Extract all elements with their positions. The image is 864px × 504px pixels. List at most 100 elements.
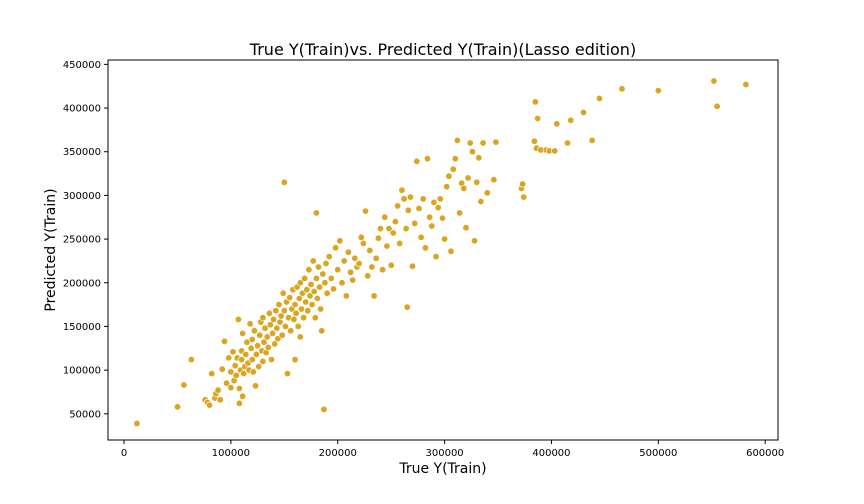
data-point (595, 94, 603, 102)
data-point (280, 307, 288, 315)
data-point (389, 229, 397, 237)
data-point (385, 225, 393, 233)
data-point (234, 315, 242, 323)
data-point (310, 287, 318, 295)
data-point (231, 362, 239, 370)
data-point (490, 176, 498, 184)
data-point (238, 356, 246, 364)
x-tick-label: 0 (121, 448, 127, 459)
data-point (227, 368, 235, 376)
data-point (267, 356, 275, 364)
data-point (432, 253, 440, 261)
data-point (174, 403, 182, 411)
data-point (269, 329, 277, 337)
data-point (579, 108, 587, 116)
y-tick-label: 300000 (63, 191, 101, 202)
data-point (187, 356, 195, 364)
data-point (273, 324, 281, 332)
data-point (654, 87, 662, 95)
y-axis: 50000 100000 150000 200000 250000 300000 35000… (63, 60, 108, 420)
data-point (301, 274, 309, 282)
data-point (434, 204, 442, 212)
data-point (259, 357, 267, 365)
data-point (396, 239, 404, 247)
data-point (322, 259, 330, 267)
data-point (742, 81, 750, 89)
data-point (417, 233, 425, 241)
data-point (466, 139, 474, 147)
data-point (255, 363, 263, 371)
x-tick-label: 200000 (319, 448, 357, 459)
chart-title: True Y(Train)vs. Predicted Y(Train)(Lass… (249, 40, 636, 59)
data-point (355, 259, 363, 267)
plot-area-frame (107, 59, 779, 441)
data-point (248, 335, 256, 343)
data-point (305, 266, 313, 274)
data-point (426, 213, 434, 221)
data-point (351, 254, 359, 262)
x-tick-label: 400000 (532, 448, 570, 459)
data-point (406, 193, 414, 201)
data-point (329, 285, 337, 293)
data-point (295, 294, 303, 302)
y-tick-label: 200000 (63, 278, 101, 289)
data-point (208, 370, 216, 378)
data-point (317, 305, 325, 313)
data-point (232, 371, 240, 379)
data-point (270, 315, 278, 323)
data-point (531, 98, 539, 106)
y-axis-label: Predicted Y(Train) (43, 188, 59, 311)
data-point (327, 274, 335, 282)
data-point (334, 266, 342, 274)
data-point (553, 120, 561, 128)
data-point (283, 370, 291, 378)
data-point (259, 314, 267, 322)
data-point (445, 172, 453, 180)
data-point (359, 239, 367, 247)
data-point (304, 307, 312, 315)
data-point (403, 303, 411, 311)
data-point (398, 186, 406, 194)
data-point (229, 348, 237, 356)
data-point (342, 292, 350, 300)
data-point (520, 193, 528, 201)
data-point (368, 263, 376, 271)
data-point (534, 115, 542, 123)
data-point (370, 292, 378, 300)
data-point (271, 340, 279, 348)
data-point (206, 401, 214, 409)
data-point (303, 286, 311, 294)
data-point (438, 214, 446, 222)
data-point (308, 301, 316, 309)
data-point (470, 237, 478, 245)
data-point (321, 279, 329, 287)
data-point (239, 329, 247, 337)
data-point (279, 289, 287, 297)
data-point (340, 257, 348, 265)
data-point (391, 218, 399, 226)
data-point (473, 178, 481, 186)
data-point (263, 333, 271, 341)
y-tick-label: 450000 (63, 60, 101, 71)
data-point (266, 321, 274, 329)
data-point (453, 136, 461, 144)
data-point (404, 206, 412, 214)
data-point (252, 382, 260, 390)
data-point (240, 370, 248, 378)
data-point (265, 309, 273, 317)
data-point (291, 356, 299, 364)
data-point (277, 312, 285, 320)
data-point (296, 279, 304, 287)
x-axis-label: True Y(Train) (398, 461, 486, 477)
data-point (286, 294, 294, 302)
data-point (260, 338, 268, 346)
data-point (249, 368, 257, 376)
data-point (460, 184, 468, 192)
data-point (291, 301, 299, 309)
data-point (413, 157, 421, 165)
data-point (419, 195, 427, 203)
data-point (312, 274, 320, 282)
data-point (292, 309, 300, 317)
data-point (347, 268, 355, 276)
y-tick-label: 150000 (63, 322, 101, 333)
